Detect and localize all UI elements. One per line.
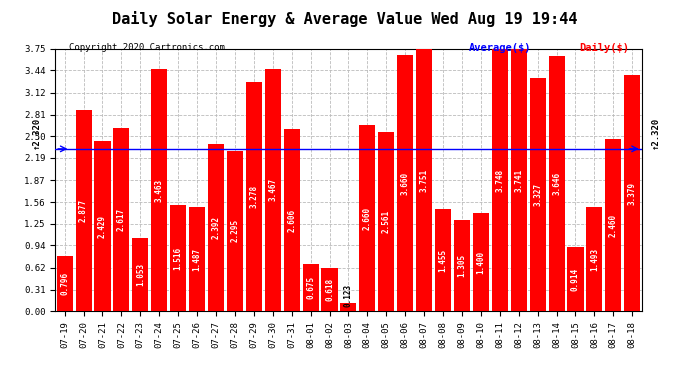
Bar — [170, 205, 186, 311]
Text: 2.877: 2.877 — [79, 199, 88, 222]
Bar — [189, 207, 205, 311]
Text: 1.455: 1.455 — [439, 249, 448, 272]
Bar — [473, 213, 489, 311]
Text: 2.660: 2.660 — [363, 207, 372, 230]
Bar — [246, 82, 262, 311]
Bar — [397, 55, 413, 311]
Text: 3.463: 3.463 — [155, 178, 164, 202]
Text: 3.467: 3.467 — [268, 178, 277, 201]
Text: 0.123: 0.123 — [344, 284, 353, 307]
Bar — [75, 110, 92, 311]
Bar — [605, 139, 622, 311]
Bar — [435, 209, 451, 311]
Text: 3.751: 3.751 — [420, 168, 428, 192]
Text: 0.618: 0.618 — [325, 278, 334, 301]
Text: 2.429: 2.429 — [98, 214, 107, 238]
Bar — [265, 69, 281, 311]
Bar — [378, 132, 394, 311]
Bar — [303, 264, 319, 311]
Bar — [567, 247, 584, 311]
Text: 3.741: 3.741 — [514, 169, 523, 192]
Bar — [511, 50, 526, 311]
Text: 2.617: 2.617 — [117, 208, 126, 231]
Text: 1.487: 1.487 — [193, 248, 201, 271]
Text: 1.305: 1.305 — [457, 254, 466, 277]
Text: 2.561: 2.561 — [382, 210, 391, 233]
Text: 3.278: 3.278 — [249, 185, 258, 208]
Bar — [227, 151, 243, 311]
Text: 2.295: 2.295 — [230, 219, 239, 243]
Text: Daily($): Daily($) — [580, 43, 629, 53]
Text: Copyright 2020 Cartronics.com: Copyright 2020 Cartronics.com — [69, 43, 225, 52]
Bar — [340, 303, 357, 311]
Text: 1.493: 1.493 — [590, 248, 599, 270]
Bar — [549, 56, 564, 311]
Bar — [530, 78, 546, 311]
Text: ↑2.320: ↑2.320 — [32, 117, 41, 149]
Bar — [208, 144, 224, 311]
Bar — [416, 49, 432, 311]
Bar — [113, 128, 130, 311]
Bar — [492, 49, 508, 311]
Text: 3.660: 3.660 — [401, 172, 410, 195]
Text: 1.400: 1.400 — [476, 251, 485, 274]
Text: 3.327: 3.327 — [533, 183, 542, 206]
Text: Average($): Average($) — [469, 43, 532, 53]
Text: 0.796: 0.796 — [60, 272, 69, 295]
Text: Daily Solar Energy & Average Value Wed Aug 19 19:44: Daily Solar Energy & Average Value Wed A… — [112, 11, 578, 27]
Bar — [57, 255, 72, 311]
Bar — [322, 268, 337, 311]
Text: 2.606: 2.606 — [287, 209, 296, 232]
Bar — [95, 141, 110, 311]
Text: 3.646: 3.646 — [552, 172, 561, 195]
Bar — [151, 69, 167, 311]
Text: 0.914: 0.914 — [571, 268, 580, 291]
Bar — [624, 75, 640, 311]
Text: 1.053: 1.053 — [136, 263, 145, 286]
Text: 2.460: 2.460 — [609, 214, 618, 237]
Bar — [586, 207, 602, 311]
Text: 2.392: 2.392 — [212, 216, 221, 239]
Text: 3.379: 3.379 — [628, 182, 637, 204]
Text: 1.516: 1.516 — [174, 247, 183, 270]
Text: 3.748: 3.748 — [495, 168, 504, 192]
Bar — [284, 129, 299, 311]
Text: 0.675: 0.675 — [306, 276, 315, 299]
Bar — [454, 220, 470, 311]
Text: ↑2.320: ↑2.320 — [651, 117, 660, 149]
Bar — [359, 125, 375, 311]
Bar — [132, 237, 148, 311]
